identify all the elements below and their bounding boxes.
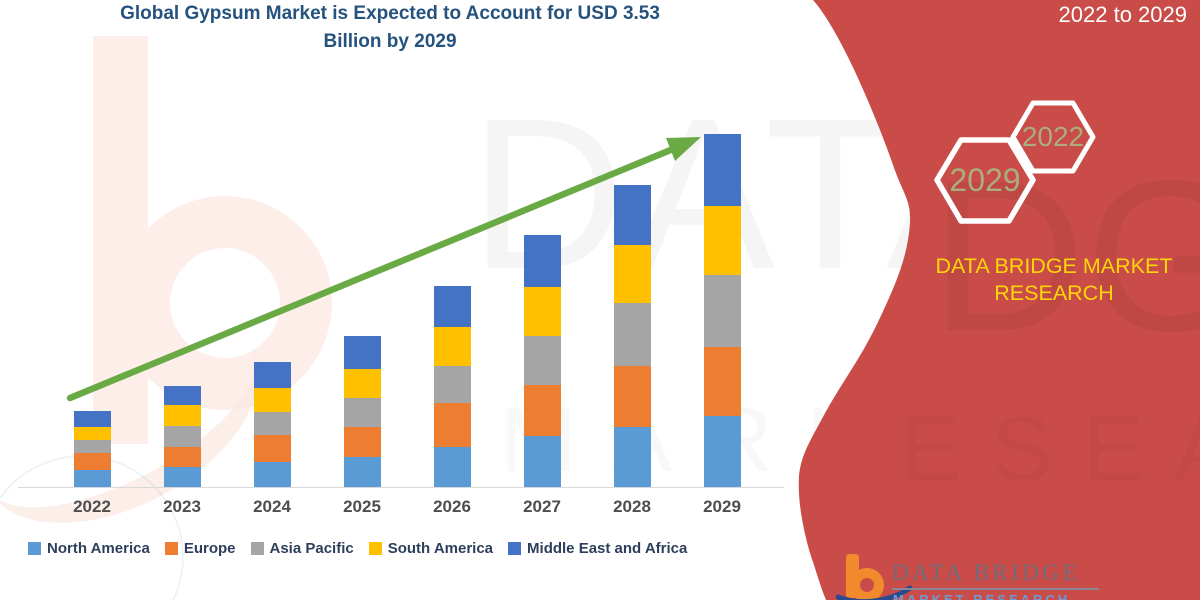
bar-segment-north-america-2029	[703, 416, 741, 487]
page-title: Global Gypsum Market is Expected to Acco…	[40, 0, 740, 56]
legend-label-asia-pacific: Asia Pacific	[269, 540, 354, 557]
bar-segment-europe-2024	[253, 435, 291, 462]
legend-item-south-america: South America	[368, 540, 494, 557]
legend-item-north-america: North America	[28, 540, 150, 557]
data-bridge-logo: DATA BRIDGE MARKET RESEARCH	[836, 548, 1136, 600]
bar-segment-asia-pacific-2029	[703, 275, 741, 347]
legend-marker-north-america	[28, 542, 41, 555]
bar-segment-asia-pacific-2027	[523, 336, 561, 385]
x-axis-label-2027: 2027	[523, 497, 561, 516]
bar-segment-europe-2025	[343, 427, 381, 457]
bar-segment-north-america-2027	[523, 436, 561, 487]
bar-segment-middle-east-and-africa-2029	[703, 134, 741, 206]
x-axis-label-2024: 2024	[253, 497, 291, 516]
page-title-line1: Global Gypsum Market is Expected to Acco…	[120, 3, 660, 24]
chart-legend: North America Europe Asia Pacific South Ame…	[28, 540, 687, 557]
bar-segment-middle-east-and-africa-2027	[523, 235, 561, 287]
logo-sub-text: MARKET RESEARCH	[893, 592, 1071, 600]
bar-segment-asia-pacific-2025	[343, 398, 381, 427]
svg-text:ESEARCH: ESEARCH	[900, 398, 1200, 500]
bar-segment-europe-2026	[433, 403, 471, 447]
bar-segment-north-america-2025	[343, 457, 381, 487]
red-panel-shape	[798, 0, 1200, 600]
bar-segment-asia-pacific-2024	[253, 412, 291, 435]
hexagon-2029	[934, 137, 1036, 224]
brand-text: DATA BRIDGE MARKET RESEARCH	[928, 253, 1180, 307]
legend-label-south-america: South America	[387, 540, 494, 557]
bar-segment-europe-2028	[613, 366, 651, 427]
page-title-line2: Billion by 2029	[323, 31, 457, 52]
legend-item-middle-east-and-africa: Middle East and Africa	[508, 540, 687, 557]
bar-segment-middle-east-and-africa-2025	[343, 336, 381, 369]
bar-segment-europe-2029	[703, 347, 741, 416]
bar-segment-europe-2027	[523, 385, 561, 436]
watermark-text-top: DATA BRIDGE	[470, 73, 1200, 314]
bar-segment-north-america-2024	[253, 462, 291, 487]
legend-marker-middle-east-and-africa	[508, 542, 522, 555]
x-axis-label-2028: 2028	[613, 497, 651, 516]
legend-label-europe: Europe	[183, 540, 236, 557]
watermark-text-bottom: MARKET	[500, 388, 1087, 493]
brand-text-line1: DATA BRIDGE MARKET	[935, 254, 1173, 278]
bar-segment-south-america-2028	[613, 245, 651, 303]
logo-name-text: DATA BRIDGE	[892, 560, 1081, 585]
logo-underline	[892, 588, 1099, 590]
x-axis-label-2029: 2029	[703, 497, 741, 516]
red-panel-watermark: DGE ESEARCH	[900, 135, 1200, 500]
hexagon-2022	[1010, 100, 1096, 174]
bar-segment-middle-east-and-africa-2028	[613, 185, 651, 245]
bar-segment-south-america-2026	[433, 327, 471, 366]
bar-segment-south-america-2027	[523, 287, 561, 336]
forecast-period-label: 2022 to 2029	[1058, 2, 1187, 27]
legend-item-europe: Europe	[164, 540, 236, 557]
legend-item-asia-pacific: Asia Pacific	[250, 540, 354, 557]
x-axis-label-2026: 2026	[433, 497, 471, 516]
x-axis-label-2025: 2025	[343, 497, 381, 516]
bar-segment-north-america-2026	[433, 447, 471, 487]
brand-text-line2: RESEARCH	[994, 281, 1114, 305]
legend-label-middle-east-and-africa: Middle East and Africa	[527, 540, 688, 557]
bar-segment-asia-pacific-2026	[433, 366, 471, 403]
legend-label-north-america: North America	[47, 540, 150, 557]
bar-segment-south-america-2025	[343, 369, 381, 398]
legend-marker-asia-pacific	[250, 542, 264, 555]
legend-marker-europe	[164, 542, 178, 555]
hexagon-2022-label: 2022	[1022, 121, 1084, 152]
bar-segment-middle-east-and-africa-2026	[433, 286, 471, 327]
legend-marker-south-america	[368, 542, 382, 555]
svg-text:DGE: DGE	[930, 135, 1200, 376]
bar-segment-south-america-2029	[703, 206, 741, 275]
hexagon-2029-label: 2029	[949, 162, 1020, 198]
bar-segment-asia-pacific-2028	[613, 303, 651, 366]
bar-segment-north-america-2028	[613, 427, 651, 487]
